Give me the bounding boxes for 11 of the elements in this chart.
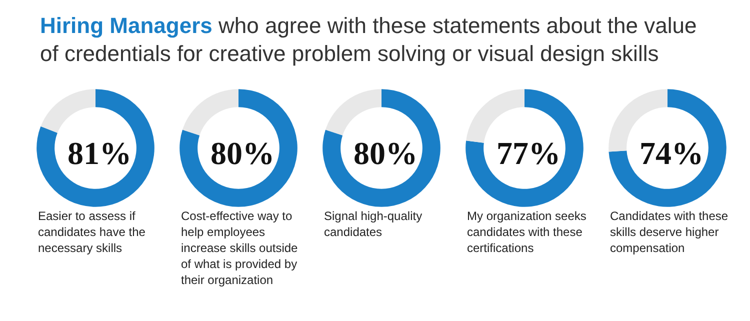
data-label: 77% xyxy=(496,135,560,171)
text: Candidates with these skills deserve higher compensation xyxy=(610,208,730,256)
data-label: 80% xyxy=(354,135,418,171)
text: Hiring Managers who agree with these statements about the value of credentials for creative problem solving or visual design skills xyxy=(39,12,698,68)
data-label: 74% xyxy=(640,135,704,171)
text: Cost-effective way to help employees increase skills outside of what is provided by their organization xyxy=(181,208,299,288)
text: My organization seeks candidates with these certifications xyxy=(467,208,588,256)
text: Easier to assess if candidates have the necessary skills xyxy=(38,208,146,256)
text: Signal high-quality candidates xyxy=(324,208,424,240)
data-label: 81% xyxy=(68,135,132,171)
data-label: 80% xyxy=(210,135,274,171)
